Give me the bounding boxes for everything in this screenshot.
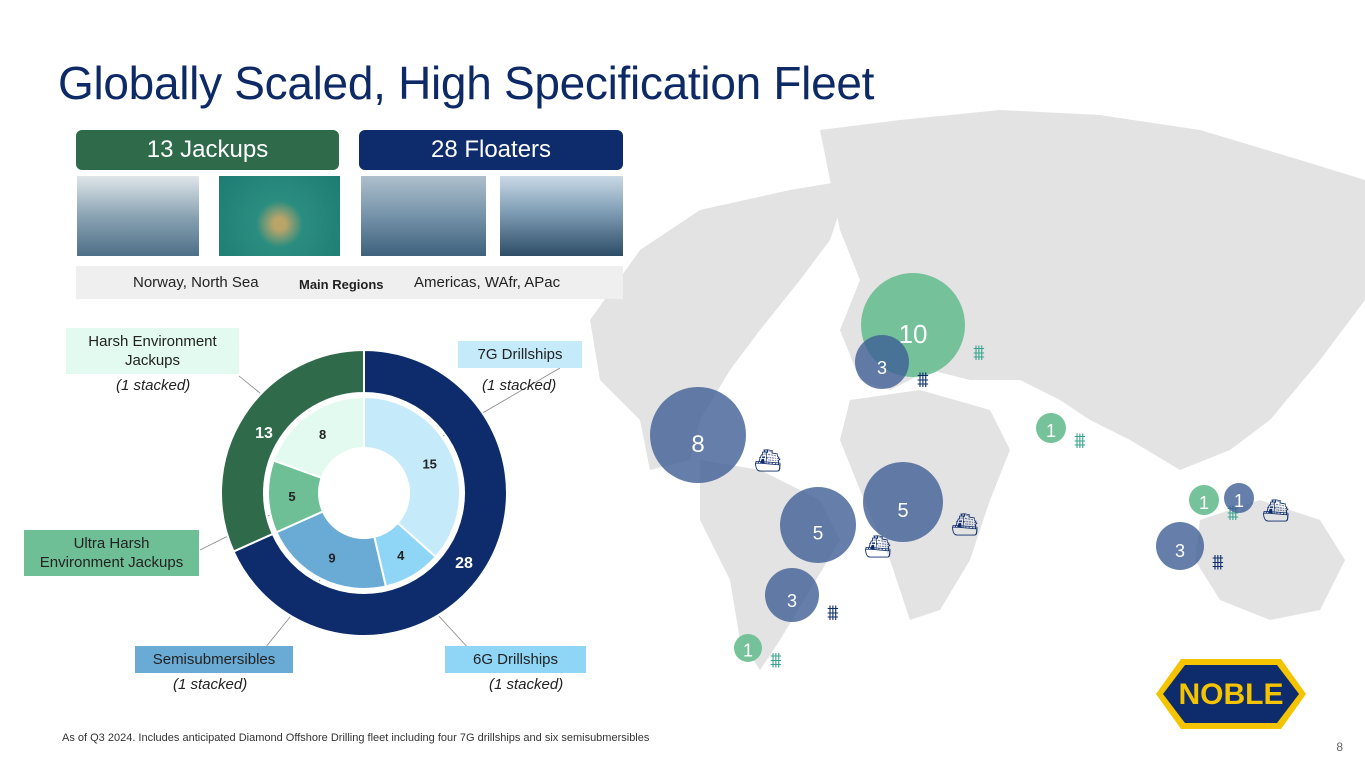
map-bubble-drillship — [780, 487, 856, 563]
floaters-segment — [232, 348, 508, 637]
jackups-header: 13 Jackups — [76, 130, 339, 170]
ultra-harsh-jackups-segment — [267, 459, 325, 534]
jackup-rig-icon: ⩩ — [770, 648, 782, 673]
map-bubble-count: 3 — [877, 358, 887, 378]
jackup-photo-2 — [219, 176, 340, 256]
legend-6g-note: (1 stacked) — [489, 676, 564, 693]
map-bubble-count: 8 — [691, 431, 704, 458]
map-bubble-count: 1 — [1199, 493, 1209, 513]
jackup-rig-icon: ⩩ — [1074, 428, 1086, 453]
6g-drillships-value-label: 4 — [397, 548, 405, 563]
floaters-value-label: 28 — [455, 555, 473, 572]
main-regions-label: Main Regions — [299, 277, 384, 292]
footnote: As of Q3 2024. Includes anticipated Diam… — [62, 732, 650, 744]
map-bubble-count: 5 — [813, 524, 824, 545]
7g-drillships-value-label: 15 — [422, 457, 436, 472]
jackups-segment — [220, 348, 365, 553]
legend-harsh-note: (1 stacked) — [116, 377, 191, 394]
jackup-photo-1 — [77, 176, 199, 256]
6g-drillships-segment — [373, 521, 438, 588]
jackups-value-label: 13 — [255, 425, 273, 442]
drillship-icon: ⛴ — [951, 512, 979, 537]
legend-7g-note: (1 stacked) — [482, 377, 557, 394]
ultra-harsh-jackups-value-label: 5 — [288, 489, 295, 504]
semisubmersible-icon: ⩩ — [827, 600, 839, 625]
legend-ultra-harsh: Ultra Harsh Environment Jackups — [24, 530, 199, 576]
harsh-jackups-value-label: 8 — [319, 427, 326, 442]
floater-photo-2 — [500, 176, 623, 256]
drillship-icon: ⛴ — [754, 448, 782, 473]
noble-logo: NOBLE — [1156, 659, 1306, 729]
legend-semisubmersibles: Semisubmersibles — [135, 646, 293, 673]
svg-text:NOBLE: NOBLE — [1179, 678, 1284, 711]
map-bubble-count: 1 — [1234, 491, 1244, 511]
semisubmersible-icon: ⩩ — [1212, 550, 1224, 575]
map-bubble-semi — [855, 335, 909, 389]
map-bubble-count: 3 — [787, 591, 797, 611]
jackup-rig-icon: ⩩ — [973, 340, 985, 365]
map-bubble-jackup — [734, 634, 762, 662]
world-map: 10⩩3 ⩩8⛴5⛴5⛴3 ⩩1 ⩩1 ⩩1 ⩩1 ⛴3 ⩩ — [590, 110, 1365, 673]
7g-drillships-segment — [363, 395, 461, 559]
floater-photo-1 — [361, 176, 486, 256]
semisubmersibles-segment — [275, 510, 388, 590]
harsh-jackups-segment — [272, 395, 365, 480]
jackup-regions: Norway, North Sea — [133, 274, 259, 291]
main-regions-bar: Norway, North Sea Main Regions Americas,… — [76, 266, 623, 299]
drillship-icon: ⛴ — [1262, 498, 1290, 523]
map-bubble-count: 10 — [899, 319, 928, 349]
map-bubble-count: 1 — [1046, 421, 1056, 441]
map-bubble-jackup — [1189, 485, 1219, 515]
map-bubble-count: 5 — [897, 500, 908, 522]
map-bubble-drillship — [1224, 483, 1254, 513]
legend-harsh-environment: Harsh Environment Jackups — [66, 328, 239, 374]
floaters-header: 28 Floaters — [359, 130, 623, 170]
semisubmersible-icon: ⩩ — [917, 367, 929, 392]
page-number: 8 — [1336, 740, 1343, 754]
semisubmersibles-value-label: 9 — [328, 551, 335, 566]
map-bubble-count: 3 — [1175, 541, 1185, 561]
page-title: Globally Scaled, High Specification Flee… — [58, 57, 875, 109]
map-bubble-jackup — [1036, 413, 1066, 443]
map-bubble-semi — [1156, 522, 1204, 570]
legend-6g-drillships: 6G Drillships — [445, 646, 586, 673]
legend-semi-note: (1 stacked) — [173, 676, 248, 693]
map-bubble-count: 1 — [743, 641, 753, 661]
floater-regions: Americas, WAfr, APac — [414, 274, 561, 291]
map-bubble-drillship — [863, 462, 943, 542]
map-bubble-drillship — [650, 387, 746, 483]
map-bubble-semi — [765, 568, 819, 622]
legend-7g-drillships: 7G Drillships — [458, 341, 582, 368]
